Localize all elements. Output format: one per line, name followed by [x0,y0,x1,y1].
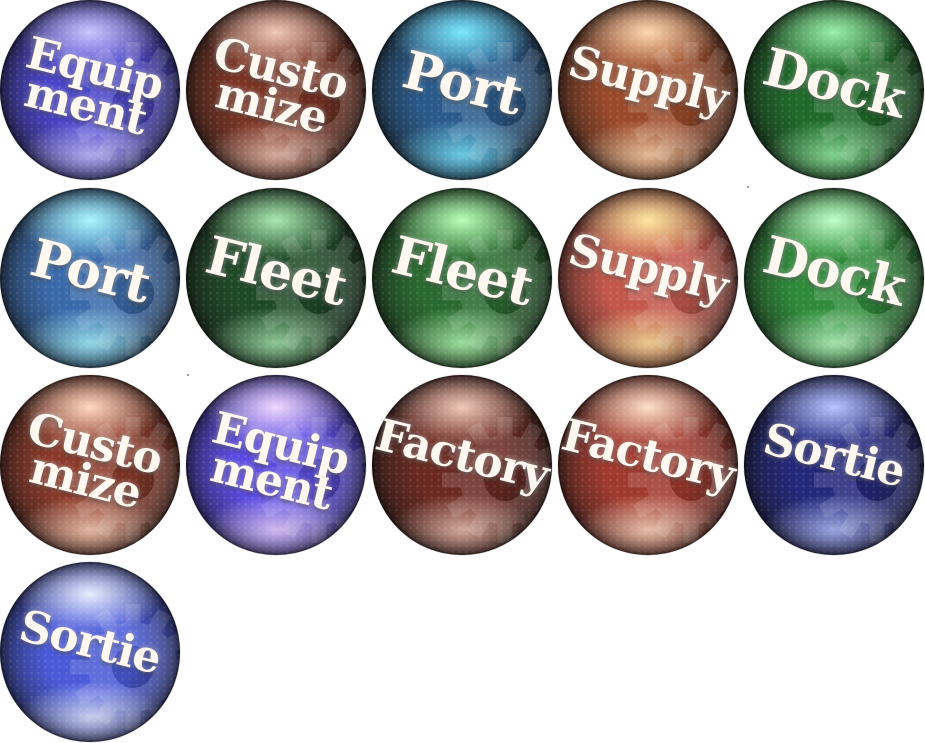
button-label: Custo mize [22,402,168,520]
equipment-active-button[interactable]: Equip ment [186,375,366,555]
port-active-button[interactable]: Port [0,188,180,368]
dock-active-button[interactable]: Dock [744,188,924,368]
gear-icon [430,405,552,555]
button-label: Fleet [385,224,539,319]
factory-button[interactable]: Factory [372,375,552,555]
button-label: Supply [563,224,733,313]
button-label: Fleet [199,224,353,319]
orb-rim [0,562,180,742]
button-label: Equip ment [19,27,169,146]
button-label: Port [24,227,156,316]
orb-rim [0,0,180,180]
button-label: Custo mize [208,27,354,145]
button-label: Dock [757,36,912,131]
gear-icon [430,218,552,368]
button-label: Port [396,39,528,128]
button-label: Factory [558,409,738,502]
supply-button[interactable]: Supply [558,0,738,180]
sortie-button[interactable]: Sortie [744,375,924,555]
equipment-button[interactable]: Equip ment [0,0,180,180]
fleet-button[interactable]: Fleet [186,188,366,368]
hex-texture [0,188,180,368]
hex-texture [0,375,180,555]
orb-rim [372,188,552,368]
orb-rim [744,375,924,555]
hex-texture [372,188,552,368]
gear-icon [616,405,738,555]
hex-texture [744,188,924,368]
orb-rim [186,188,366,368]
customize-active-button[interactable]: Custo mize [0,375,180,555]
orb-rim [558,188,738,368]
hex-texture [186,188,366,368]
supply-active-button[interactable]: Supply [558,188,738,368]
orb-rim [0,188,180,368]
stray-dot [747,186,749,188]
hex-texture [744,375,924,555]
hex-texture [744,0,924,180]
orb-rim [558,0,738,180]
button-label: Dock [757,224,912,319]
sortie-active-button[interactable]: Sortie [0,562,180,742]
gear-icon [58,592,180,742]
gear-icon [802,218,924,368]
hex-texture [186,375,366,555]
customize-button[interactable]: Custo mize [186,0,366,180]
hex-texture [372,375,552,555]
gear-icon [616,218,738,368]
button-label: Factory [372,409,552,502]
orb-rim [372,0,552,180]
port-button[interactable]: Port [372,0,552,180]
gear-icon [58,30,180,180]
gear-icon [802,405,924,555]
gear-icon [244,218,366,368]
hex-texture [372,0,552,180]
gear-icon [244,30,366,180]
button-label: Supply [563,36,733,125]
hex-texture [0,0,180,180]
gear-icon [58,405,180,555]
dock-button[interactable]: Dock [744,0,924,180]
gear-icon [616,30,738,180]
hex-texture [0,562,180,742]
hex-texture [186,0,366,180]
fleet-active-button[interactable]: Fleet [372,188,552,368]
stray-dot [187,374,189,376]
gear-icon [802,30,924,180]
factory-active-button[interactable]: Factory [558,375,738,555]
hex-texture [558,375,738,555]
button-label: Sortie [758,413,910,498]
orb-rim [0,375,180,555]
orb-rim [558,375,738,555]
gear-icon [58,218,180,368]
gear-icon [244,405,366,555]
orb-rim [372,375,552,555]
orb-rim [186,375,366,555]
button-label: Equip ment [205,402,355,521]
hex-texture [558,188,738,368]
button-label: Sortie [14,600,166,685]
gear-icon [430,30,552,180]
orb-rim [744,188,924,368]
hex-texture [558,0,738,180]
orb-rim [744,0,924,180]
orb-rim [186,0,366,180]
